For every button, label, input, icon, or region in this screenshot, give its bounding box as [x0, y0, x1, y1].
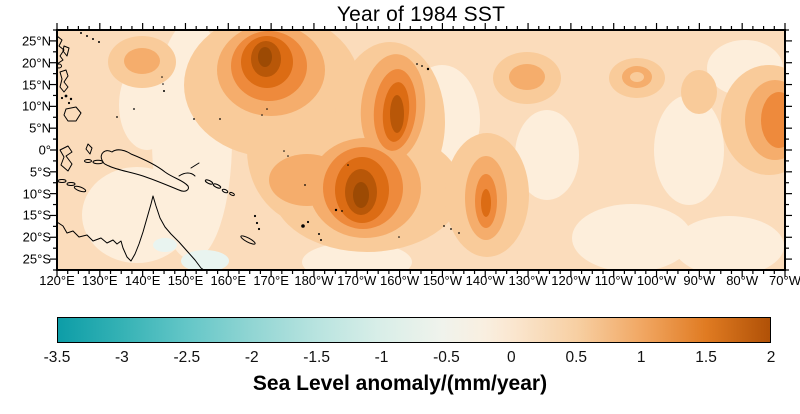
- colorbar-tick-label: 1: [636, 349, 646, 366]
- colorbar-label: Sea Level anomaly/(mm/year): [252, 372, 548, 395]
- x-tick-label: 160°W: [379, 273, 420, 288]
- y-tick-label: 20°S: [22, 229, 51, 245]
- y-tick-label: 5°S: [29, 164, 51, 180]
- contour-plot: [50, 23, 792, 277]
- x-tick-label: 150°E: [167, 273, 204, 288]
- colorbar-tick-label: -1.5: [303, 349, 330, 366]
- colorbar-tick-label: -2.5: [173, 349, 201, 366]
- x-tick-label: 140°E: [124, 273, 161, 288]
- x-tick-label: 150°W: [422, 273, 462, 288]
- colorbar-gradient: [57, 317, 771, 343]
- colorbar-tick-label: 0: [507, 349, 516, 366]
- x-tick-label: 140°W: [465, 273, 505, 288]
- axis-tick-marks: [50, 23, 792, 277]
- y-tick-label: 25°S: [22, 251, 51, 267]
- colorbar-tick-label: 0.5: [565, 349, 588, 366]
- contour-fill: [57, 30, 785, 270]
- colorbar-tick-label: -2: [244, 349, 259, 366]
- colorbar-tick-label: -3.5: [43, 349, 71, 366]
- x-tick-label: 100°W: [636, 273, 677, 288]
- x-tick-label: 90°W: [683, 273, 716, 288]
- colorbar-tick-label: -0.5: [433, 349, 460, 366]
- y-tick-label: 0°: [38, 142, 51, 158]
- x-tick-label: 130°E: [82, 273, 118, 288]
- colorbar-tick-label: -3: [115, 349, 129, 366]
- x-tick-label: 80°W: [726, 273, 759, 288]
- x-tick-label: 180°W: [294, 273, 334, 288]
- colorbar-tick-label: 2: [766, 349, 776, 366]
- coastlines: [57, 35, 256, 270]
- x-tick-label: 170°E: [253, 273, 289, 288]
- x-tick-label: 170°W: [337, 273, 377, 288]
- y-axis: 25°N 20°N 15°N 10°N 5°N 0° 5°S 10°S 15°S 20°S 25°S: [0, 0, 54, 300]
- x-tick-label: 120°W: [551, 273, 591, 288]
- y-tick-label: 5°N: [29, 120, 51, 136]
- x-tick-label: 130°W: [508, 273, 548, 288]
- y-tick-label: 25°N: [21, 33, 51, 49]
- small-islands: [60, 32, 460, 241]
- y-tick-label: 10°N: [21, 98, 51, 114]
- y-tick-label: 15°N: [21, 77, 51, 93]
- x-tick-label: 160°E: [210, 273, 247, 288]
- x-tick-label: 120°E: [39, 273, 75, 288]
- y-tick-label: 10°S: [22, 186, 51, 202]
- x-tick-label: 70°W: [769, 273, 800, 288]
- chart-title: Year of 1984 SST: [336, 3, 506, 26]
- plot-area: [47, 20, 795, 280]
- y-tick-label: 15°S: [22, 207, 51, 223]
- colorbar-tick-label: -1: [374, 349, 389, 366]
- colorbar-tick-label: 1.5: [695, 349, 717, 366]
- y-tick-label: 20°N: [21, 55, 51, 71]
- x-tick-label: 110°W: [594, 273, 633, 288]
